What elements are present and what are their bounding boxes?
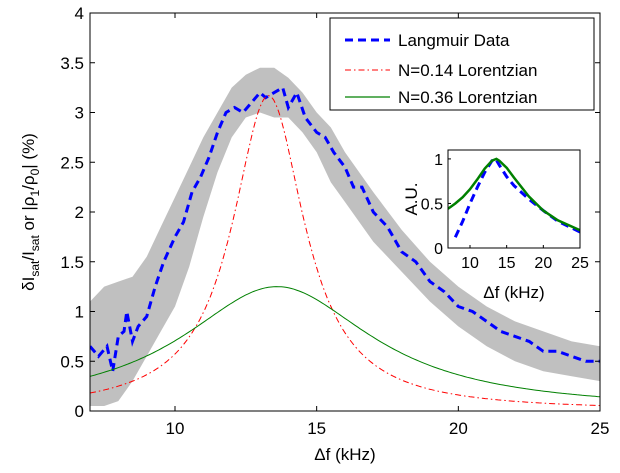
inset-x-axis-label: Δf (kHz) (483, 283, 544, 302)
legend-label-n036: N=0.36 Lorentzian (398, 88, 537, 107)
y-axis-label: δIsat/Isat or |ρ1/ρ0| (%) (19, 133, 42, 291)
y-tick-label: 3.5 (60, 54, 84, 73)
x-tick-label: 20 (449, 419, 468, 438)
inset-x-tick-label: 20 (534, 255, 552, 272)
y-tick-label: 2.5 (60, 153, 84, 172)
y-tick-label: 1 (75, 303, 84, 322)
inset-y-axis-label: A.U. (402, 182, 421, 215)
inset-y-tick-label: 0.5 (421, 196, 443, 213)
y-tick-label: 0 (75, 402, 84, 421)
x-tick-label: 15 (307, 419, 326, 438)
inset-x-tick-label: 25 (571, 255, 589, 272)
y-tick-label: 1.5 (60, 253, 84, 272)
inset-background (448, 150, 580, 248)
inset-y-tick-label: 0 (434, 241, 443, 258)
inset-y-tick-label: 1 (434, 152, 443, 169)
y-tick-label: 0.5 (60, 352, 84, 371)
x-tick-label: 10 (166, 419, 185, 438)
inset-x-tick-label: 15 (498, 255, 516, 272)
inset-x-tick-label: 10 (461, 255, 479, 272)
inset-chart: 10 15 20 25 00.51 Δf (kHz) A.U. (402, 149, 589, 302)
y-tick-label: 3 (75, 104, 84, 123)
inset-x-ticks: 10 15 20 25 (461, 245, 589, 272)
legend-box (329, 17, 595, 111)
series-lines (90, 85, 600, 407)
x-ticks: 10 15 20 25 (166, 13, 610, 438)
uncertainty-band (90, 67, 600, 406)
inset-frame (447, 149, 581, 249)
series-line-2 (90, 286, 600, 398)
series-line-1 (90, 95, 600, 407)
legend: Langmuir Data N=0.14 Lorentzian N=0.36 L… (329, 17, 595, 111)
inset-series-line-1 (448, 157, 580, 232)
x-tick-label: 25 (591, 419, 610, 438)
y-tick-label: 4 (75, 4, 84, 23)
x-axis-label: Δf (kHz) (314, 445, 375, 464)
inset-series-lines (448, 156, 580, 238)
inset-y-ticks: 00.51 (421, 152, 451, 258)
legend-label-langmuir: Langmuir Data (398, 31, 510, 50)
band-area (90, 67, 600, 406)
y-tick-label: 2 (75, 203, 84, 222)
y-ticks: 00.511.522.533.54 (60, 4, 600, 421)
legend-label-n014: N=0.14 Lorentzian (398, 61, 537, 80)
